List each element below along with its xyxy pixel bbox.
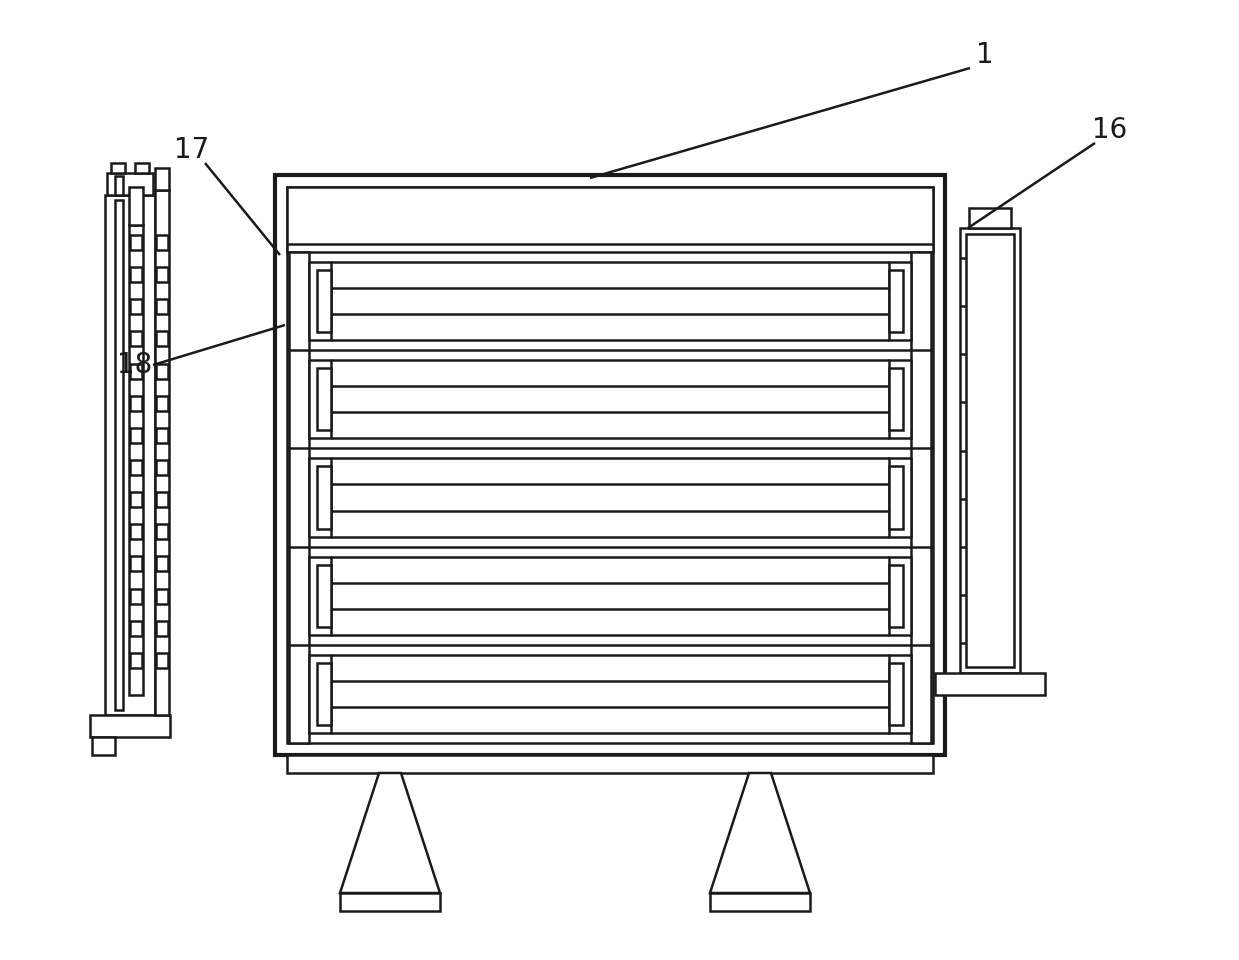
Bar bbox=[317, 467, 331, 529]
Bar bbox=[130, 396, 142, 411]
Bar bbox=[130, 621, 142, 636]
Bar bbox=[309, 655, 331, 733]
Bar bbox=[156, 267, 169, 282]
Bar bbox=[317, 369, 331, 430]
Bar bbox=[112, 163, 125, 173]
Bar bbox=[156, 557, 169, 571]
Bar bbox=[275, 175, 945, 755]
Bar bbox=[130, 492, 142, 507]
Bar bbox=[890, 360, 911, 439]
Bar bbox=[890, 262, 911, 340]
Bar bbox=[156, 653, 169, 668]
Bar bbox=[156, 460, 169, 475]
Text: 1: 1 bbox=[976, 41, 994, 69]
Bar bbox=[130, 267, 142, 282]
Bar bbox=[890, 662, 903, 725]
Bar bbox=[130, 428, 142, 443]
Polygon shape bbox=[339, 773, 440, 893]
Bar bbox=[309, 557, 331, 635]
Bar bbox=[130, 653, 142, 668]
Bar bbox=[287, 187, 933, 743]
Bar bbox=[317, 662, 331, 725]
Bar bbox=[130, 588, 142, 604]
Bar bbox=[115, 200, 123, 710]
Bar bbox=[130, 235, 142, 250]
Bar bbox=[156, 428, 169, 443]
Bar bbox=[130, 557, 142, 571]
Bar bbox=[130, 460, 142, 475]
Bar bbox=[317, 270, 331, 332]
Bar bbox=[287, 187, 933, 252]
Bar bbox=[710, 893, 810, 911]
Bar bbox=[289, 252, 309, 743]
Bar bbox=[135, 163, 149, 173]
Bar bbox=[130, 331, 142, 347]
Bar bbox=[339, 893, 440, 911]
Bar bbox=[156, 524, 169, 540]
Bar bbox=[155, 190, 169, 715]
Text: 17: 17 bbox=[175, 136, 209, 164]
Bar bbox=[130, 300, 142, 314]
Bar bbox=[156, 492, 169, 507]
Bar bbox=[156, 588, 169, 604]
Bar bbox=[287, 755, 933, 773]
Bar bbox=[156, 331, 169, 347]
Bar bbox=[960, 228, 1020, 673]
Bar bbox=[92, 737, 115, 755]
Bar bbox=[156, 364, 169, 378]
Bar bbox=[969, 208, 1011, 228]
Polygon shape bbox=[710, 773, 810, 893]
Bar bbox=[890, 564, 903, 627]
Bar bbox=[890, 557, 911, 635]
Bar bbox=[890, 270, 903, 332]
Text: 18: 18 bbox=[118, 351, 152, 379]
Bar bbox=[129, 187, 142, 225]
Bar bbox=[890, 467, 903, 529]
Bar bbox=[309, 262, 331, 340]
Bar bbox=[115, 176, 123, 195]
Bar bbox=[156, 235, 169, 250]
Bar bbox=[309, 360, 331, 439]
Bar bbox=[309, 459, 331, 537]
Text: 16: 16 bbox=[1093, 116, 1127, 144]
Bar bbox=[130, 364, 142, 378]
Bar bbox=[317, 564, 331, 627]
Bar bbox=[935, 673, 1044, 695]
Bar bbox=[966, 234, 1014, 667]
Bar bbox=[90, 715, 170, 737]
Bar bbox=[107, 173, 152, 195]
Bar bbox=[129, 225, 142, 695]
Bar bbox=[156, 621, 169, 636]
Bar bbox=[156, 300, 169, 314]
Bar bbox=[155, 168, 169, 190]
Bar bbox=[130, 524, 142, 540]
Bar bbox=[911, 252, 930, 743]
Bar bbox=[105, 195, 155, 715]
Bar bbox=[156, 396, 169, 411]
Bar bbox=[890, 459, 911, 537]
Bar bbox=[890, 369, 903, 430]
Bar bbox=[890, 655, 911, 733]
